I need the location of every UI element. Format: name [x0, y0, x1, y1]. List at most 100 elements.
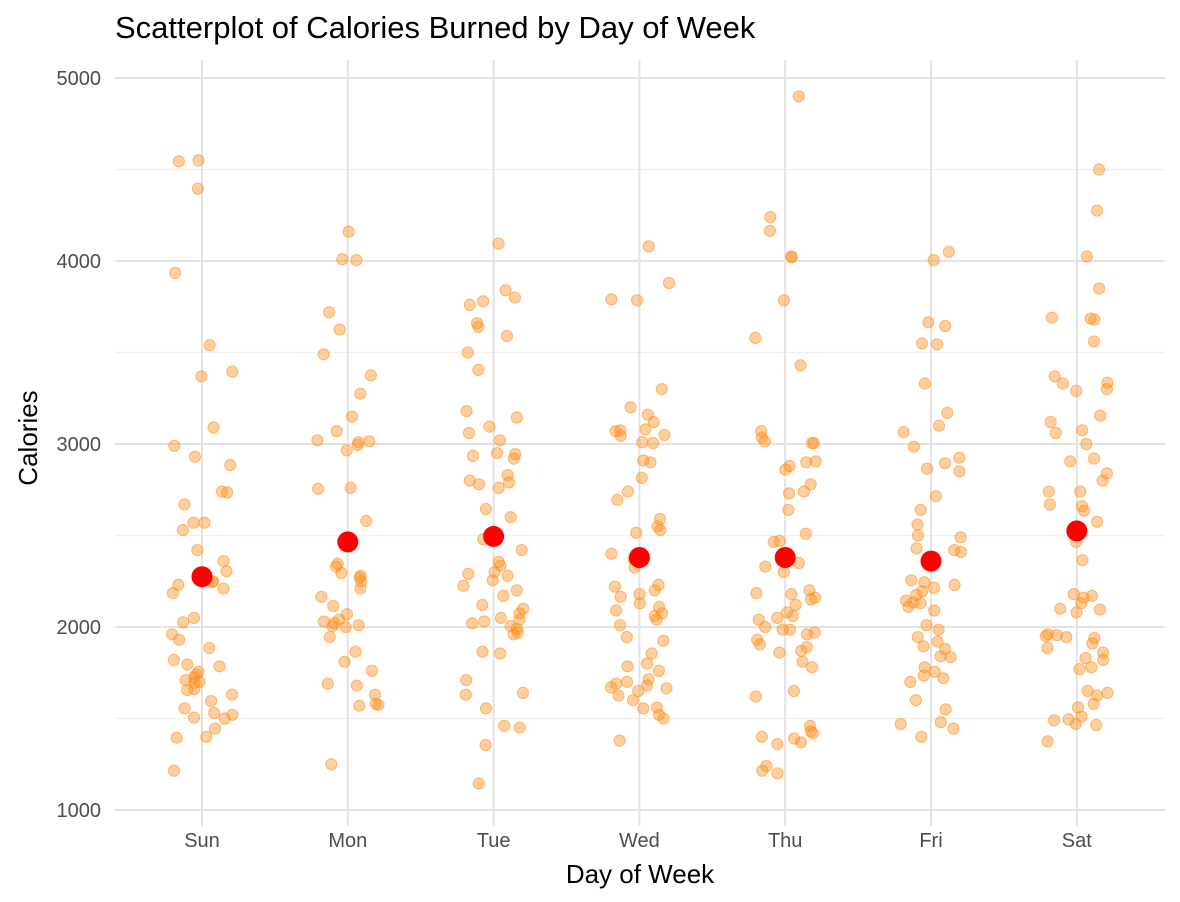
- data-point: [167, 764, 181, 777]
- data-point: [614, 619, 627, 632]
- data-point: [1096, 474, 1109, 487]
- data-point: [457, 579, 470, 592]
- data-point: [805, 661, 819, 674]
- data-point: [941, 406, 954, 419]
- data-point: [658, 428, 671, 441]
- data-point: [353, 699, 366, 712]
- data-point: [807, 437, 821, 450]
- data-point: [1044, 415, 1057, 429]
- data-point: [330, 425, 343, 438]
- data-point: [1062, 713, 1075, 726]
- data-point: [904, 675, 917, 689]
- y-tick-label: 4000: [57, 251, 102, 273]
- y-tick-label: 3000: [57, 434, 102, 456]
- data-point: [654, 523, 667, 537]
- data-point: [516, 686, 530, 700]
- data-point: [226, 365, 239, 378]
- data-point: [345, 410, 359, 423]
- data-point: [614, 429, 627, 442]
- grid-layer: [115, 60, 1165, 826]
- data-point: [767, 535, 780, 549]
- data-point: [633, 597, 647, 610]
- y-tick-label: 1000: [57, 800, 102, 822]
- data-point: [1094, 409, 1107, 422]
- data-point: [315, 590, 328, 603]
- mean-point: [191, 566, 213, 588]
- data-point: [911, 529, 925, 542]
- data-point: [338, 655, 351, 668]
- data-point: [460, 674, 473, 687]
- data-point: [630, 526, 643, 539]
- data-point: [948, 544, 961, 557]
- data-point: [611, 493, 624, 506]
- data-point: [200, 730, 213, 743]
- data-point: [660, 682, 673, 695]
- data-point: [637, 454, 650, 467]
- data-point: [1085, 661, 1098, 674]
- data-point: [771, 767, 784, 780]
- data-point: [650, 701, 664, 714]
- data-point: [927, 581, 941, 594]
- data-point: [492, 481, 505, 494]
- data-point: [181, 684, 194, 697]
- data-point: [461, 346, 474, 359]
- data-point: [631, 294, 644, 307]
- x-tick-label: Sat: [1062, 830, 1092, 852]
- data-point: [641, 657, 654, 670]
- means-layer: [191, 520, 1088, 588]
- mean-point: [337, 531, 359, 553]
- x-axis-title: Day of Week: [566, 859, 715, 889]
- data-point: [218, 712, 231, 725]
- data-point: [224, 458, 237, 472]
- data-point: [191, 182, 204, 195]
- data-point: [187, 611, 201, 625]
- data-point: [942, 245, 956, 258]
- data-point: [352, 619, 365, 632]
- data-point: [763, 224, 777, 237]
- data-point: [336, 253, 349, 266]
- data-point: [1080, 437, 1093, 451]
- data-point: [372, 698, 385, 711]
- data-point: [1041, 628, 1055, 641]
- data-point: [647, 437, 660, 450]
- mean-point: [483, 525, 505, 547]
- data-point: [928, 604, 941, 617]
- data-point: [911, 631, 924, 644]
- data-point: [513, 607, 526, 620]
- data-point: [479, 702, 493, 715]
- data-point: [796, 655, 809, 668]
- data-point: [797, 485, 811, 498]
- data-point: [1100, 383, 1114, 396]
- data-point: [205, 695, 218, 708]
- data-point: [755, 730, 769, 743]
- data-point: [624, 401, 637, 414]
- y-tick-label: 5000: [57, 68, 102, 90]
- data-point: [760, 760, 773, 773]
- data-point: [497, 589, 510, 603]
- data-point: [507, 452, 520, 465]
- data-point: [939, 319, 952, 333]
- data-point: [915, 730, 928, 743]
- x-tick-label: Sun: [184, 830, 220, 852]
- data-point: [1092, 163, 1106, 176]
- data-point: [1076, 424, 1089, 437]
- data-point: [323, 631, 336, 644]
- data-point: [799, 527, 812, 540]
- data-point: [188, 676, 201, 689]
- data-point: [637, 702, 650, 715]
- data-point: [894, 717, 907, 731]
- data-point: [176, 523, 189, 537]
- data-point: [479, 502, 492, 516]
- data-point: [800, 628, 814, 641]
- data-point: [509, 448, 522, 461]
- data-point: [939, 457, 952, 470]
- data-point: [354, 387, 367, 400]
- data-point: [486, 574, 499, 587]
- data-point: [466, 449, 480, 462]
- data-point: [647, 415, 660, 429]
- data-point: [463, 298, 476, 311]
- data-point: [1078, 504, 1091, 517]
- data-point: [605, 547, 618, 560]
- data-point: [513, 613, 526, 626]
- data-point: [178, 702, 191, 715]
